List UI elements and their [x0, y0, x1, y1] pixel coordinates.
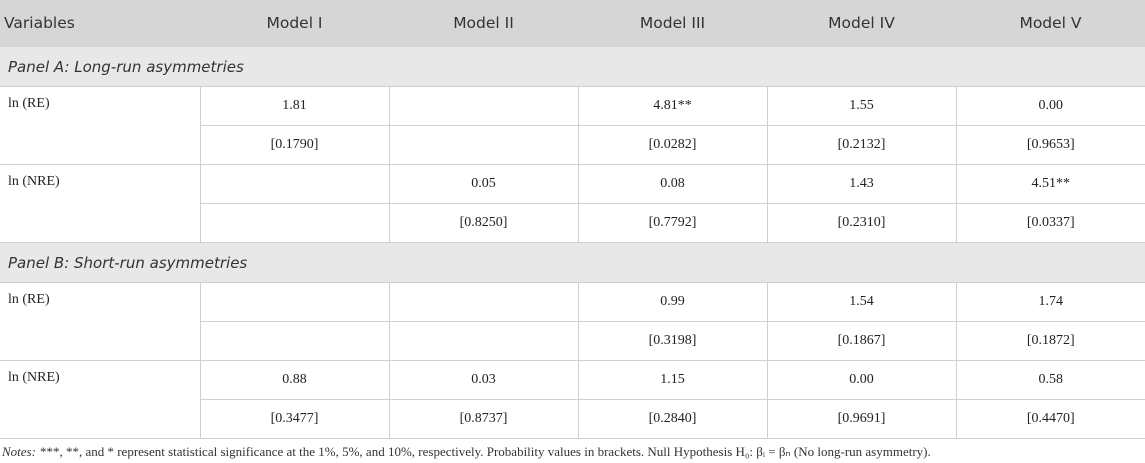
column-header: Model II [389, 0, 578, 47]
coefficient: 1.55 [766, 86, 957, 126]
coefficient: 0.05 [388, 164, 579, 204]
coefficient: 1.54 [766, 282, 957, 322]
panel-row: Panel A: Long-run asymmetries [0, 46, 1145, 87]
coefficient-row: ln (NRE) 0.88 0.03 1.15 0.00 0.58 [0, 360, 1145, 439]
notes-label: Notes: [2, 444, 36, 459]
header-row: Variables Model I Model II Model III Model I… [0, 0, 1145, 47]
column-header: Model IV [767, 0, 956, 47]
coefficient: 0.00 [766, 360, 957, 400]
p-value: [0.4470] [955, 399, 1145, 439]
notes: Notes: ***, **, and * represent statistic… [2, 444, 931, 460]
column-header: Model I [200, 0, 389, 47]
p-value: [0.0337] [955, 203, 1145, 243]
coefficient: 1.74 [955, 282, 1145, 322]
coefficient [199, 282, 390, 322]
coefficient: 0.00 [955, 86, 1145, 126]
results-table: Variables Model I Model II Model III Model I… [0, 0, 1145, 439]
coefficient [199, 164, 390, 204]
coefficient [388, 282, 579, 322]
coefficient: 0.58 [955, 360, 1145, 400]
p-value: [0.3477] [199, 399, 390, 439]
p-value: [0.1872] [955, 321, 1145, 361]
coefficient [388, 86, 579, 126]
p-value [199, 321, 390, 361]
coefficient-row: ln (RE) 1.81 4.81** 1.55 0.00 [0, 86, 1145, 165]
pvalue-row: [0.3198] [0.1867] [0.1872] [0, 321, 1145, 361]
panel-title: Panel A: Long-run asymmetries [0, 46, 1145, 87]
variable-name: ln (NRE) [0, 360, 201, 439]
table-body: Panel A: Long-run asymmetries ln (RE) 1.81… [0, 46, 1145, 439]
p-value: [0.2132] [766, 125, 957, 165]
p-value: [0.7792] [577, 203, 768, 243]
variable-name: ln (RE) [0, 282, 201, 361]
p-value [199, 203, 390, 243]
p-value [388, 321, 579, 361]
panel-title: Panel B: Short-run asymmetries [0, 242, 1145, 283]
column-header: Model III [578, 0, 767, 47]
p-value [388, 125, 579, 165]
p-value: [0.3198] [577, 321, 768, 361]
coefficient: 0.03 [388, 360, 579, 400]
p-value: [0.9691] [766, 399, 957, 439]
p-value: [0.8737] [388, 399, 579, 439]
coefficient: 0.99 [577, 282, 768, 322]
coefficient: 4.81** [577, 86, 768, 126]
coefficient: 4.51** [955, 164, 1145, 204]
notes-text: ***, **, and * represent statistical sig… [39, 444, 931, 459]
coefficient-row: ln (RE) 0.99 1.54 1.74 [0, 282, 1145, 361]
coefficient: 1.15 [577, 360, 768, 400]
p-value: [0.2840] [577, 399, 768, 439]
p-value: [0.1790] [199, 125, 390, 165]
variable-name: ln (NRE) [0, 164, 201, 243]
coefficient: 0.88 [199, 360, 390, 400]
p-value: [0.2310] [766, 203, 957, 243]
coefficient: 1.43 [766, 164, 957, 204]
panel-row: Panel B: Short-run asymmetries [0, 242, 1145, 283]
column-header: Variables [0, 0, 200, 47]
p-value: [0.8250] [388, 203, 579, 243]
column-header: Model V [956, 0, 1145, 47]
coefficient: 1.81 [199, 86, 390, 126]
coefficient: 0.08 [577, 164, 768, 204]
coefficient-row: ln (NRE) 0.05 0.08 1.43 4.51** [0, 164, 1145, 243]
p-value: [0.0282] [577, 125, 768, 165]
p-value: [0.9653] [955, 125, 1145, 165]
variable-name: ln (RE) [0, 86, 201, 165]
pvalue-row: [0.3477] [0.8737] [0.2840] [0.9691] [0.4470] [0, 399, 1145, 439]
p-value: [0.1867] [766, 321, 957, 361]
